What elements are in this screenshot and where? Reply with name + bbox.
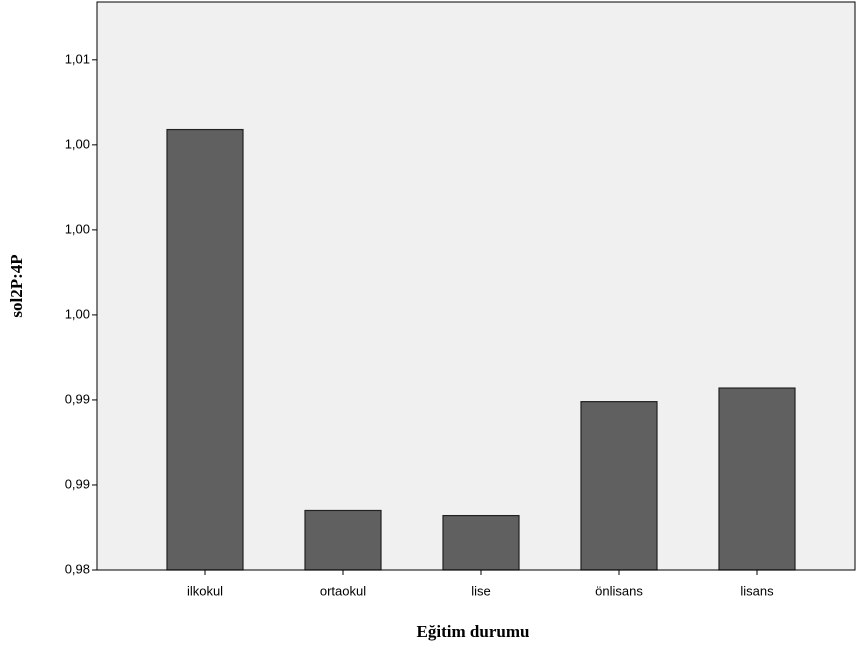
bar [304, 509, 382, 571]
bar [442, 514, 520, 571]
y-tick-label: 0,99 [65, 476, 90, 491]
y-axis-title: sol2P:4P [7, 254, 26, 317]
x-tick-label: ortaokul [320, 583, 366, 598]
x-axis-title: Eğitim durumu [417, 622, 530, 641]
bar [166, 128, 244, 571]
y-tick-label: 1,01 [65, 51, 90, 66]
y-tick-label: 0,99 [65, 391, 90, 406]
x-tick-label: önlisans [595, 583, 643, 598]
x-tick-label: ilkokul [187, 583, 223, 598]
bar [580, 401, 658, 571]
y-tick-label: 1,00 [65, 136, 90, 151]
bar [718, 387, 796, 571]
y-tick-label: 0,98 [65, 561, 90, 576]
x-tick-label: lise [471, 583, 491, 598]
y-tick-label: 1,00 [65, 306, 90, 321]
y-tick-label: 1,00 [65, 221, 90, 236]
x-tick-label: lisans [740, 583, 774, 598]
